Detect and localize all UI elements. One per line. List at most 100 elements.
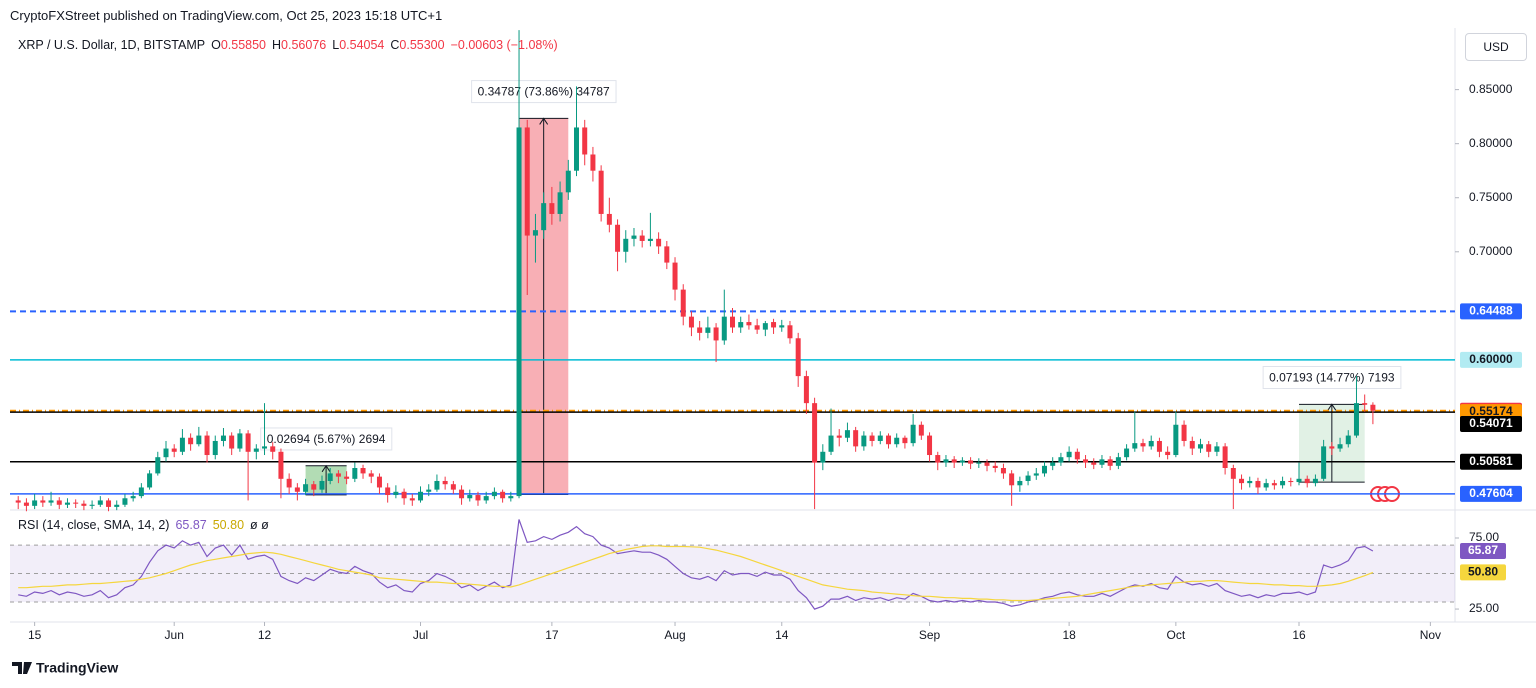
candle-body bbox=[1173, 424, 1179, 456]
change: −0.00603 (−1.08%) bbox=[450, 38, 558, 52]
candle-body bbox=[1000, 468, 1006, 474]
candle-body bbox=[73, 502, 79, 504]
candle-body bbox=[1337, 444, 1343, 449]
footer-brand: TradingView bbox=[36, 660, 118, 676]
y-tick-label: 0.70000 bbox=[1469, 244, 1513, 258]
candle-body bbox=[122, 498, 128, 505]
candle-body bbox=[89, 504, 95, 506]
level-label: 0.60000 bbox=[1469, 352, 1513, 366]
candle-body bbox=[861, 435, 867, 447]
ohlc-value: 0.55850 bbox=[220, 38, 267, 52]
candle-body bbox=[885, 435, 891, 445]
sma-value: 50.80 bbox=[212, 518, 245, 532]
candle-body bbox=[968, 460, 974, 464]
ohlc-key: L bbox=[332, 38, 340, 52]
candle-body bbox=[467, 495, 473, 499]
candle-body bbox=[303, 484, 309, 492]
x-tick-label: Nov bbox=[1420, 628, 1441, 642]
x-tick-label: 17 bbox=[545, 628, 559, 642]
candle-body bbox=[327, 473, 333, 481]
ohlc-item: O0.55850 bbox=[211, 38, 266, 52]
candle-body bbox=[1148, 440, 1154, 447]
candle-body bbox=[795, 338, 801, 377]
candle-body bbox=[426, 489, 432, 492]
measure-label-box bbox=[260, 427, 393, 451]
candle-body bbox=[368, 473, 374, 477]
candle-body bbox=[1370, 404, 1376, 411]
candle-body bbox=[491, 491, 497, 497]
candle-body bbox=[155, 457, 161, 474]
candle-body bbox=[475, 495, 481, 501]
candle-body bbox=[376, 476, 382, 488]
candle-body bbox=[664, 246, 670, 263]
last-value-box bbox=[1460, 542, 1506, 559]
candle-body bbox=[615, 224, 621, 252]
candle-body bbox=[196, 435, 202, 445]
candle-body bbox=[812, 403, 818, 463]
rsi-title: RSI (14, close, SMA, 14, 2) bbox=[18, 518, 170, 532]
candle-body bbox=[688, 316, 694, 328]
ohlc-item: H0.56076 bbox=[272, 38, 326, 52]
candle-body bbox=[319, 480, 325, 490]
candle-body bbox=[1181, 424, 1187, 441]
candle-body bbox=[483, 496, 489, 501]
candle-body bbox=[713, 327, 719, 341]
candle-body bbox=[393, 491, 399, 496]
ohlc-item: C0.55300 bbox=[390, 38, 444, 52]
level-label-box bbox=[1460, 303, 1522, 320]
candle-body bbox=[1239, 478, 1245, 484]
measure-arrow bbox=[1327, 403, 1337, 411]
candle-body bbox=[771, 322, 777, 328]
x-tick-label: Jul bbox=[413, 628, 428, 642]
candle-body bbox=[631, 235, 637, 239]
candle-body bbox=[56, 500, 62, 505]
candle-body bbox=[253, 448, 259, 452]
candle-body bbox=[598, 170, 604, 214]
candle-body bbox=[1009, 473, 1015, 486]
measure-label: 0.02694 (5.67%) 2694 bbox=[267, 432, 386, 446]
candle-body bbox=[286, 478, 292, 488]
candle-body bbox=[943, 459, 949, 463]
candle-body bbox=[565, 170, 571, 193]
candle-body bbox=[1353, 403, 1359, 436]
candle-body bbox=[1115, 457, 1121, 466]
candle-body bbox=[1132, 443, 1138, 449]
candle-body bbox=[1124, 448, 1130, 458]
candle-body bbox=[746, 322, 752, 326]
candle-body bbox=[1255, 480, 1261, 488]
candle-body bbox=[935, 455, 941, 463]
candle-body bbox=[1312, 478, 1318, 484]
candle-body bbox=[984, 462, 990, 466]
candle-body bbox=[1230, 468, 1236, 479]
candle-body bbox=[844, 430, 850, 438]
level-label: 0.55174 bbox=[1469, 404, 1513, 418]
ohlc-value: 0.55300 bbox=[399, 38, 445, 52]
candle-body bbox=[894, 437, 900, 445]
last-value-label: 65.87 bbox=[1468, 543, 1498, 557]
candle-body bbox=[1041, 465, 1047, 474]
candle-body bbox=[48, 500, 54, 503]
candle-body bbox=[1107, 459, 1113, 466]
candle-body bbox=[401, 491, 407, 499]
candle-body bbox=[524, 127, 530, 236]
currency-button[interactable]: USD bbox=[1465, 33, 1527, 61]
candle-body bbox=[836, 435, 842, 438]
candle-body bbox=[220, 435, 226, 441]
candle-body bbox=[270, 446, 276, 452]
candle-body bbox=[762, 323, 768, 330]
candle-body bbox=[557, 192, 563, 214]
candle-body bbox=[130, 496, 136, 499]
publish-line: CryptoFXStreet published on TradingView.… bbox=[10, 8, 442, 23]
candle-body bbox=[1066, 451, 1072, 458]
candle-body bbox=[516, 127, 522, 497]
candle-body bbox=[1288, 480, 1294, 483]
candle-body bbox=[450, 484, 456, 490]
candle-body bbox=[1304, 478, 1310, 484]
candle-body bbox=[1214, 446, 1220, 452]
candle-body bbox=[1206, 444, 1212, 452]
x-tick-label: Sep bbox=[919, 628, 941, 642]
measure-label-box bbox=[1262, 365, 1402, 389]
ohlc-key: C bbox=[390, 38, 400, 52]
measure-arrow bbox=[539, 117, 549, 125]
